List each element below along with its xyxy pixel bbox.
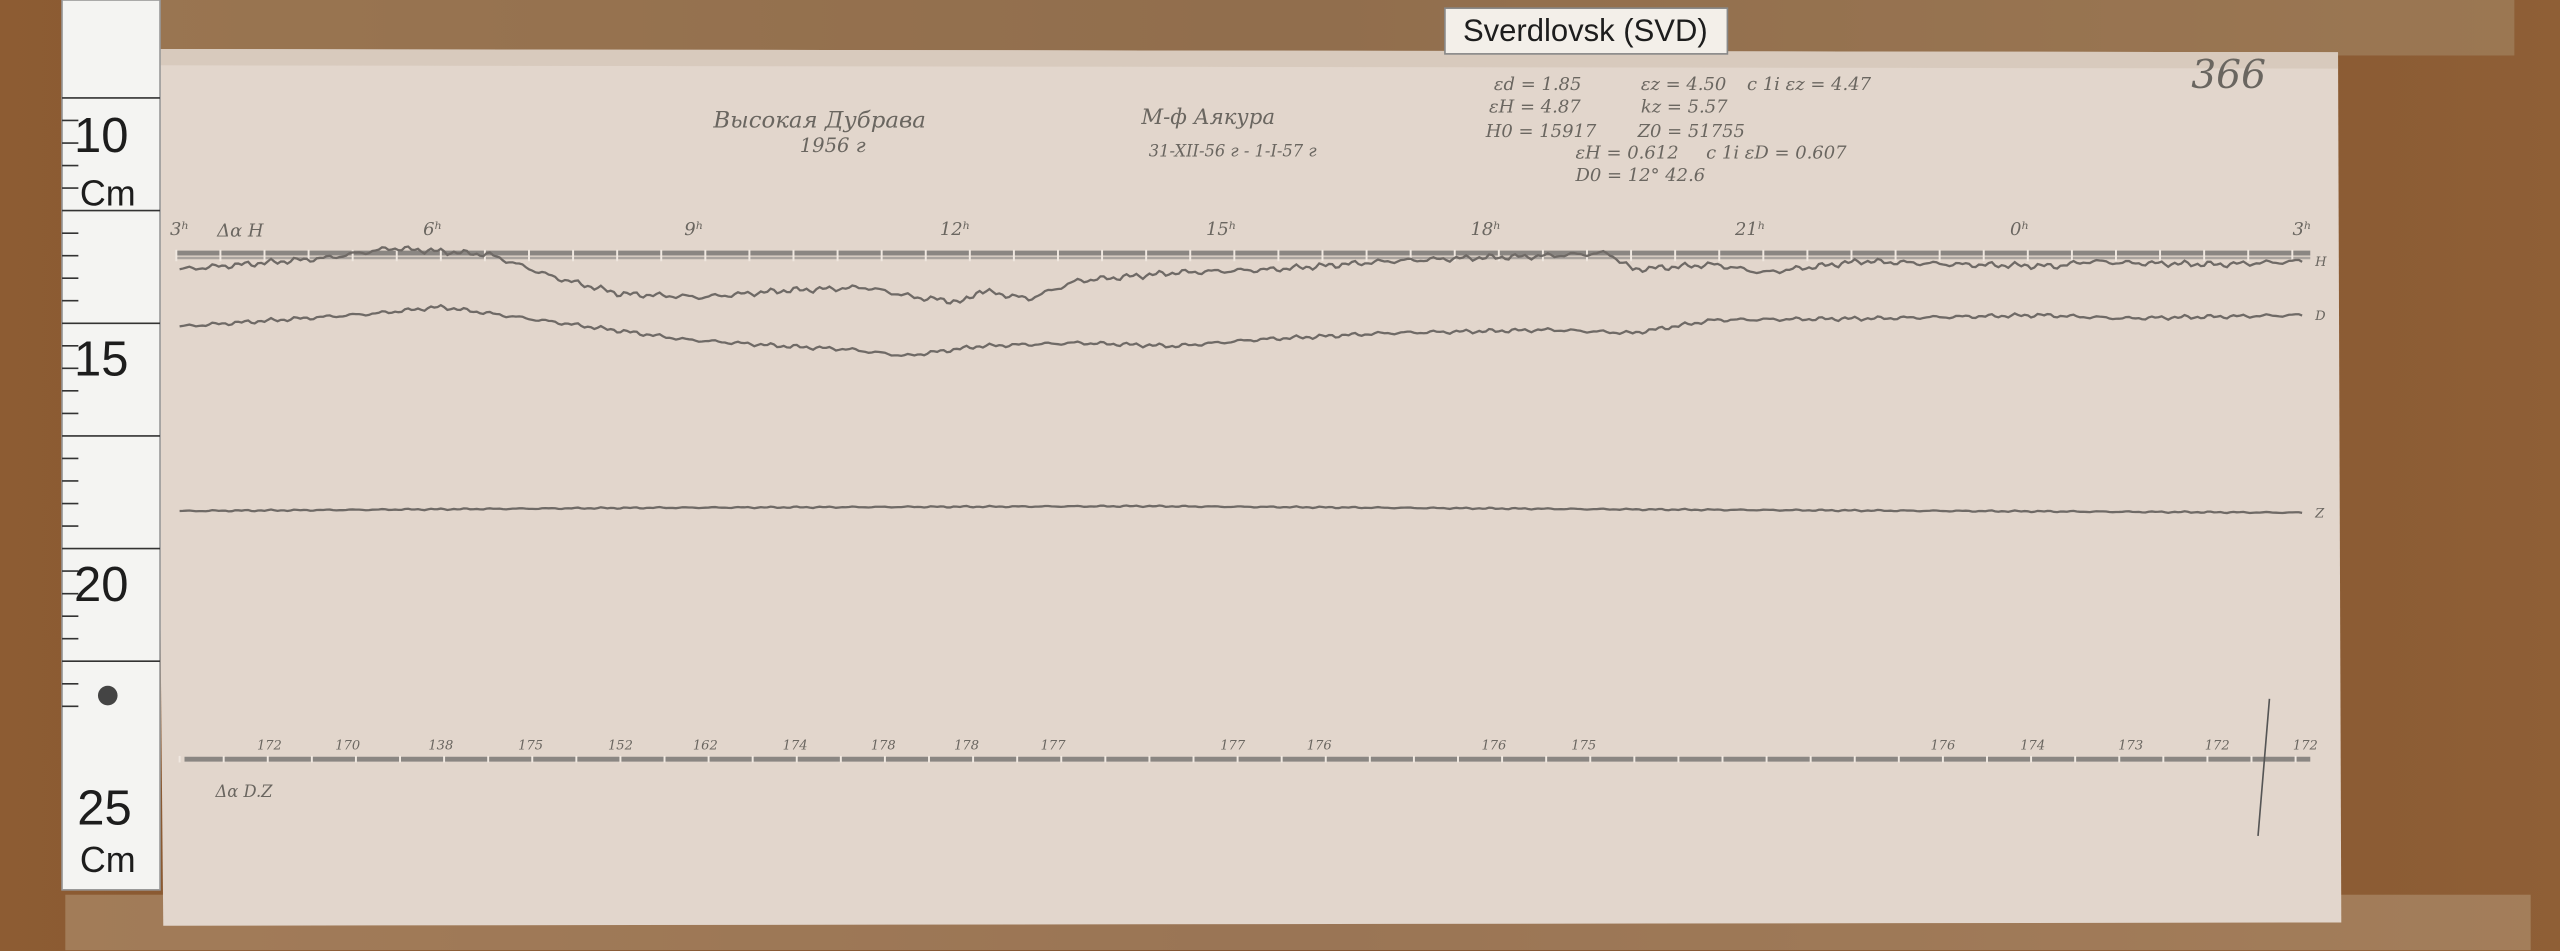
constant: D0 = 12° 42.6 [1575, 165, 1706, 186]
sheet-title: Высокая Дубрава [712, 107, 926, 133]
station-label: Sverdlovsk (SVD) [1463, 13, 1708, 48]
paper [155, 48, 2342, 926]
hour-label: 3ʰ [170, 219, 189, 240]
hour-label: 3ʰ [2293, 219, 2312, 240]
trace-label: Z [2314, 507, 2325, 522]
hour-label: 21ʰ [1734, 219, 1766, 240]
d-trace [179, 303, 2303, 358]
constant: H0 = 15917 [1485, 121, 1597, 142]
baseline-value: 177 [1220, 738, 1246, 753]
hour-label: 0ʰ [2010, 219, 2029, 240]
baseline-value: 176 [1930, 738, 1955, 753]
baseline-value: 162 [693, 738, 718, 753]
constant: c 1i εD = 0.607 [1706, 142, 1847, 163]
scale-arrow [2257, 698, 2271, 837]
constant: εH = 4.87 [1489, 97, 1581, 118]
baseline-value: 175 [518, 738, 543, 753]
baseline-value: 178 [954, 738, 979, 753]
baseline-label: Δα D.Z [215, 782, 274, 801]
baseline-value: 173 [2118, 738, 2143, 753]
baseline-value: 176 [1307, 738, 1332, 753]
baseline-value: 174 [783, 738, 808, 753]
hour-label: 15ʰ [1206, 219, 1237, 240]
ruler-label: Cm [80, 173, 136, 214]
trace-label: D [2314, 309, 2326, 324]
baseline-value: 152 [608, 738, 633, 753]
scene: Sverdlovsk (SVD) 10 Cm 15 20 25 Cm 366 В… [61, 0, 2531, 951]
station-label-box [1444, 7, 1729, 55]
baseline-value: 174 [2020, 738, 2045, 753]
ruler-label: 15 [74, 333, 128, 387]
hour-label: 18ʰ [1470, 219, 1501, 240]
trace-label-top: Δα H [216, 221, 264, 242]
z-trace [179, 504, 2303, 515]
observer: М-ф Аякура [1140, 105, 1275, 130]
traces: 3ʰ 6ʰ 9ʰ 12ʰ 15ʰ 18ʰ 21ʰ 0ʰ 3ʰ 172 170 138 175 152 162… [170, 219, 2318, 763]
baseline-value: 172 [2205, 738, 2230, 753]
hour-label: 12ʰ [940, 219, 971, 240]
constant: kz = 5.57 [1641, 97, 1728, 118]
baseline-value: 175 [1571, 738, 1596, 753]
baseline-value: 176 [1481, 738, 1506, 753]
sheet-number: 366 [2191, 53, 2266, 98]
dates: 31-XII-56 г - 1-I-57 г [1149, 142, 1318, 161]
paper-edge [155, 48, 2339, 69]
baseline-value: 172 [2293, 738, 2318, 753]
ruler-hole [97, 685, 118, 706]
baseline-value: 177 [1041, 738, 1067, 753]
trace-label: H [2314, 255, 2327, 270]
ruler-ticks [62, 97, 161, 708]
baseline-value: 178 [871, 738, 896, 753]
constant: Z0 = 51755 [1637, 121, 1745, 142]
constant: c 1i εz = 4.47 [1747, 74, 1872, 95]
baseline-value: 138 [428, 738, 453, 753]
h-trace [179, 245, 2303, 305]
hour-label: 6ʰ [423, 219, 442, 240]
ruler-label: 10 [74, 109, 128, 163]
ruler-label: 20 [74, 558, 128, 612]
constant: εH = 0.612 [1576, 142, 1679, 163]
ruler-label: Cm [80, 839, 136, 880]
constant: εz = 4.50 [1641, 74, 1726, 95]
constant: εd = 1.85 [1494, 74, 1581, 95]
baseline-value: 170 [335, 738, 360, 753]
sheet-year: 1956 г [800, 134, 866, 157]
ruler [61, 0, 161, 891]
baseline-value: 172 [257, 738, 282, 753]
hour-label: 9ʰ [684, 219, 703, 240]
glass-top [146, 0, 2515, 56]
ruler-label: 25 [77, 782, 131, 836]
